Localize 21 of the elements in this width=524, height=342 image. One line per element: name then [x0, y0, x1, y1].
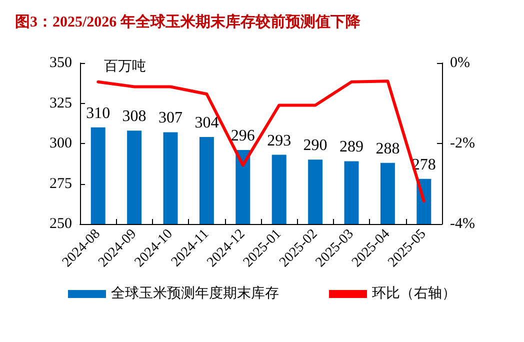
y2-tick-label: -2% [450, 136, 475, 152]
legend-label: 全球玉米预测年度期末库存 [111, 286, 279, 302]
y-tick-label: 350 [50, 55, 72, 71]
y-axis-title: 百万吨 [104, 58, 146, 74]
data-label: 293 [267, 132, 292, 150]
y-tick-label: 250 [50, 216, 72, 232]
y-tick-label: 300 [50, 136, 72, 152]
y-tick-label: 275 [50, 176, 72, 192]
data-label: 307 [158, 110, 182, 127]
chart-title: 图3：2025/2026 年全球玉米期末库存较前预测值下降 [15, 12, 362, 30]
data-label: 308 [122, 108, 146, 126]
legend-label: 环比（右轴） [372, 286, 456, 302]
data-label: 289 [340, 138, 364, 156]
y2-tick-label: 0% [450, 55, 470, 71]
y-tick-label: 325 [50, 95, 72, 112]
data-label: 290 [303, 137, 328, 154]
data-label: 296 [230, 127, 255, 144]
data-label: 310 [86, 104, 110, 122]
data-label: 288 [376, 140, 400, 158]
y2-tick-label: -4% [450, 216, 475, 232]
data-label: 304 [194, 114, 219, 132]
